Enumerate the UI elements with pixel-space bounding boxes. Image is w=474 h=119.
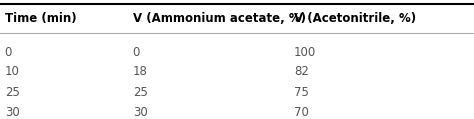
Text: 100: 100 — [294, 46, 316, 60]
Text: 18: 18 — [133, 65, 147, 79]
Text: 0: 0 — [5, 46, 12, 60]
Text: 70: 70 — [294, 106, 309, 119]
Text: 10: 10 — [5, 65, 19, 79]
Text: 30: 30 — [133, 106, 147, 119]
Text: 30: 30 — [5, 106, 19, 119]
Text: 0: 0 — [133, 46, 140, 60]
Text: V (Ammonium acetate, %): V (Ammonium acetate, %) — [133, 12, 306, 25]
Text: 25: 25 — [133, 86, 147, 99]
Text: 82: 82 — [294, 65, 309, 79]
Text: 75: 75 — [294, 86, 309, 99]
Text: 25: 25 — [5, 86, 19, 99]
Text: Time (min): Time (min) — [5, 12, 76, 25]
Text: V (Acetonitrile, %): V (Acetonitrile, %) — [294, 12, 416, 25]
